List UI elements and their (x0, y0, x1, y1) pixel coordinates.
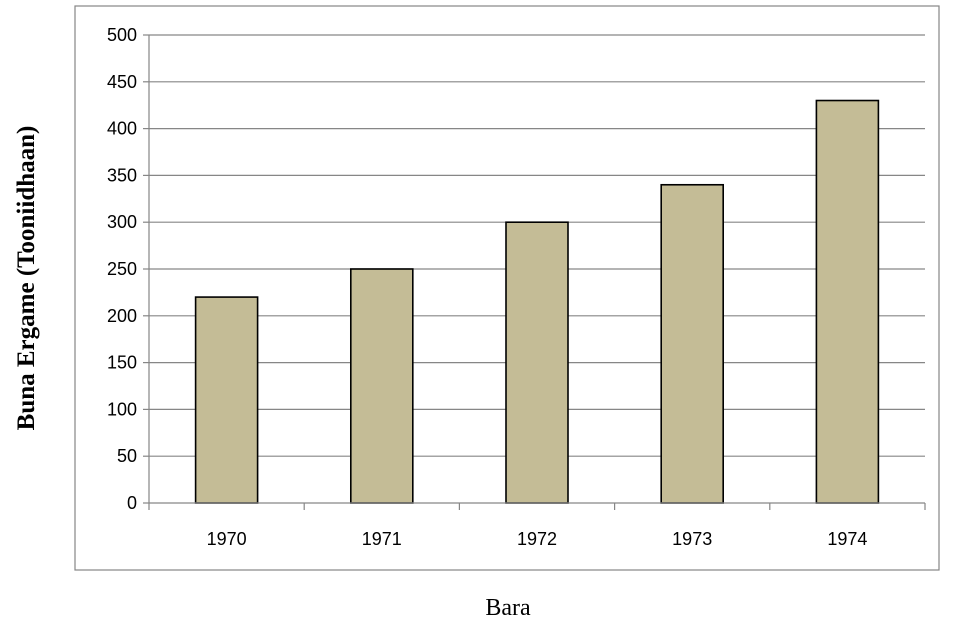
x-tick-label: 1970 (207, 529, 247, 549)
x-tick-label: 1972 (517, 529, 557, 549)
x-axis-title: Bara (485, 595, 531, 621)
y-tick-label: 350 (107, 165, 137, 185)
y-tick-label: 400 (107, 119, 137, 139)
y-tick-labels: 0 50 100 150 200 250 300 350 400 450 500 (107, 25, 149, 513)
bar-1973 (660, 183, 725, 504)
y-tick-label: 200 (107, 306, 137, 326)
y-tick-label: 250 (107, 259, 137, 279)
x-tick-label: 1974 (827, 529, 867, 549)
y-axis-title: Buna Ergame (Tooniidhaan) (13, 126, 40, 431)
bar-1972 (505, 221, 569, 504)
y-tick-label: 500 (107, 25, 137, 45)
y-tick-label: 300 (107, 212, 137, 232)
y-tick-label: 100 (107, 399, 137, 419)
y-tick-label: 150 (107, 353, 137, 373)
gridlines (149, 34, 925, 457)
bar-1974 (815, 99, 880, 504)
x-tick-label: 1973 (672, 529, 712, 549)
y-tick-label: 450 (107, 72, 137, 92)
bar-1971 (349, 268, 414, 504)
y-tick-label: 50 (117, 446, 137, 466)
bar-1970 (194, 296, 259, 504)
x-tick-labels: 1970 1971 1972 1973 1974 (148, 503, 926, 549)
y-tick-label: 0 (127, 493, 137, 513)
x-tick-label: 1971 (362, 529, 402, 549)
